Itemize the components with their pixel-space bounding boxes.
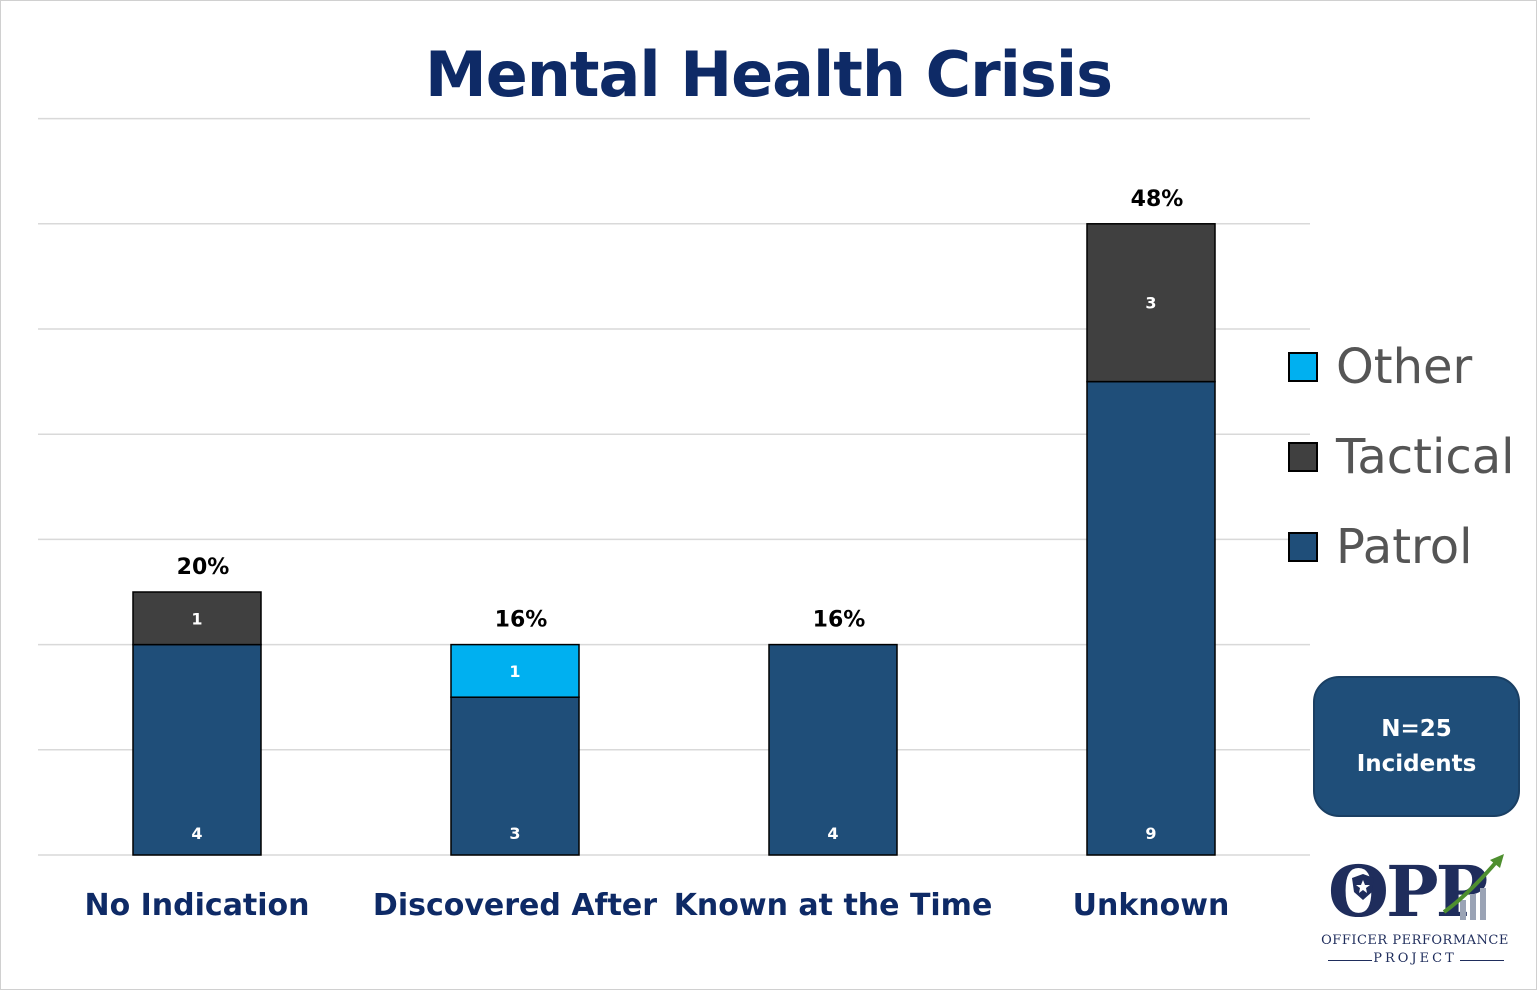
segment-label-patrol-0: 4 [191, 824, 202, 843]
logo-text-line1: OFFICER PERFORMANCE [1321, 933, 1509, 948]
logo-rule-left [1328, 960, 1372, 961]
opp-logo: OPP OFFICER PERFORMANCE PROJECT [1320, 850, 1515, 975]
segment-label-patrol-2: 4 [827, 824, 838, 843]
legend-label-tactical: Tactical [1336, 429, 1515, 485]
legend-swatch-patrol [1288, 532, 1318, 562]
sample-size-count: N=25 [1381, 715, 1452, 742]
category-label-1: Discovered After [373, 888, 657, 923]
legend-label-other: Other [1336, 339, 1473, 395]
sample-size-unit: Incidents [1356, 750, 1477, 777]
legend: Other Tactical Patrol [1288, 322, 1514, 592]
bar-other-1 [450, 643, 580, 698]
bar-patrol-3 [1086, 380, 1216, 856]
bar-patrol-2 [768, 643, 898, 856]
legend-swatch-other [1288, 352, 1318, 382]
bar-tactical-3 [1086, 223, 1216, 383]
shield-icon [1352, 874, 1374, 900]
category-label-0: No Indication [84, 888, 309, 923]
legend-item-patrol: Patrol [1288, 502, 1514, 592]
segment-label-patrol-3: 9 [1145, 824, 1156, 843]
percent-label-0: 20% [177, 555, 230, 580]
legend-item-other: Other [1288, 322, 1514, 412]
logo-rule-right [1460, 960, 1504, 961]
percent-label-3: 48% [1131, 187, 1184, 212]
category-label-2: Known at the Time [674, 888, 993, 923]
segment-label-tactical-0: 1 [191, 609, 202, 628]
segment-label-tactical-3: 3 [1145, 294, 1156, 313]
growth-arrow-icon [1442, 854, 1504, 920]
bar-patrol-0 [132, 643, 262, 856]
legend-label-patrol: Patrol [1336, 519, 1473, 575]
bar-patrol-1 [450, 696, 580, 856]
category-label-3: Unknown [1073, 888, 1230, 923]
bar-labels: 4 1 20% No Indication 3 1 16% Discovered After 4… [84, 187, 1229, 923]
logo-text-line2: PROJECT [1373, 951, 1457, 966]
chart-title: Mental Health Crisis [425, 38, 1113, 111]
bars [132, 223, 1216, 856]
percent-label-1: 16% [495, 608, 548, 633]
legend-item-tactical: Tactical [1288, 412, 1514, 502]
bar-tactical-0 [132, 591, 262, 646]
legend-swatch-tactical [1288, 442, 1318, 472]
percent-label-2: 16% [813, 608, 866, 633]
sample-size-box: N=25 Incidents [1313, 676, 1520, 817]
segment-label-patrol-1: 3 [509, 824, 520, 843]
segment-label-other-1: 1 [509, 662, 520, 681]
